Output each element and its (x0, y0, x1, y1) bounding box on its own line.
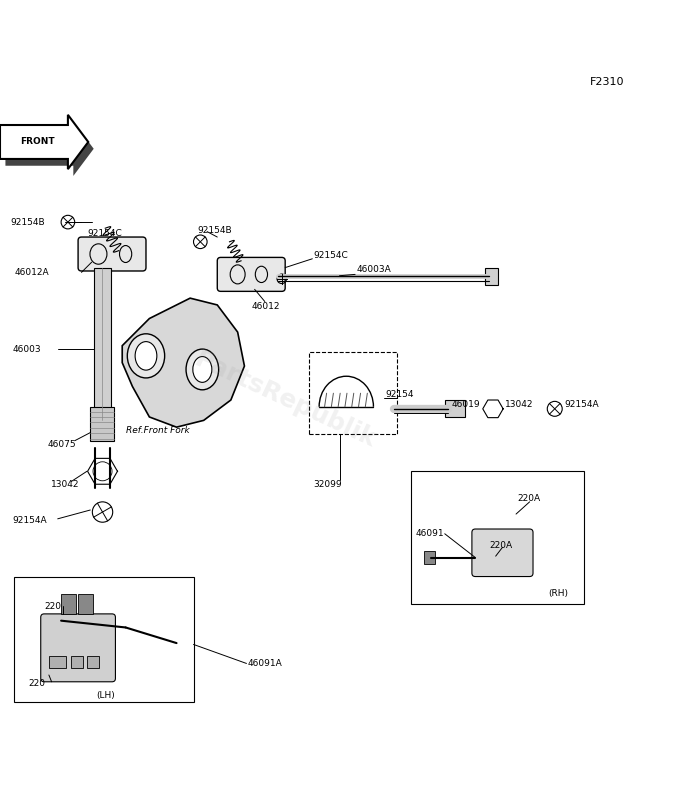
Text: 13042: 13042 (505, 400, 534, 410)
Text: 46012A: 46012A (15, 268, 50, 277)
Bar (94, 267, 111, 420)
Text: 46019: 46019 (452, 400, 480, 410)
Bar (87, 656, 99, 668)
Ellipse shape (135, 342, 157, 370)
Bar (78, 594, 93, 614)
Text: 46091: 46091 (416, 530, 444, 538)
Bar (49, 656, 66, 668)
Polygon shape (5, 122, 94, 176)
Text: 32099: 32099 (314, 480, 342, 490)
Text: 46003: 46003 (12, 345, 41, 354)
Text: 92154B: 92154B (197, 226, 232, 234)
Polygon shape (122, 298, 244, 427)
Bar (424, 550, 435, 564)
Text: 46003A: 46003A (356, 265, 391, 274)
Text: 220: 220 (44, 602, 61, 611)
Text: 92154B: 92154B (10, 218, 45, 226)
Text: 220A: 220A (489, 542, 512, 550)
Text: 46075: 46075 (48, 440, 76, 449)
Text: F2310: F2310 (590, 78, 625, 87)
FancyBboxPatch shape (217, 258, 285, 291)
Text: 46091A: 46091A (248, 659, 282, 668)
Text: 92154C: 92154C (314, 251, 348, 260)
Text: 220: 220 (29, 679, 45, 688)
Text: 92154A: 92154A (12, 516, 47, 526)
FancyBboxPatch shape (78, 237, 146, 271)
Text: (RH): (RH) (549, 589, 568, 598)
Text: PartsRepublik: PartsRepublik (191, 347, 380, 453)
Bar (411, 471, 584, 604)
Ellipse shape (127, 334, 164, 378)
Bar (14, 577, 194, 702)
Bar (485, 268, 498, 285)
Text: 92154A: 92154A (564, 400, 599, 410)
Text: 46012: 46012 (251, 302, 280, 310)
Ellipse shape (186, 349, 219, 390)
Bar (90, 406, 114, 441)
Bar (445, 400, 465, 417)
FancyBboxPatch shape (41, 614, 115, 682)
Text: 220A: 220A (517, 494, 540, 503)
Text: Ref.Front Fork: Ref.Front Fork (126, 426, 189, 435)
Bar (61, 594, 76, 614)
FancyBboxPatch shape (472, 529, 533, 577)
Text: 92154C: 92154C (87, 229, 122, 238)
Text: (LH): (LH) (96, 691, 115, 700)
Bar (309, 353, 397, 434)
Bar (71, 656, 83, 668)
Text: 92154: 92154 (386, 390, 414, 399)
Text: 13042: 13042 (51, 480, 79, 490)
Polygon shape (0, 115, 88, 169)
Text: FRONT: FRONT (20, 138, 54, 146)
Ellipse shape (193, 357, 212, 382)
